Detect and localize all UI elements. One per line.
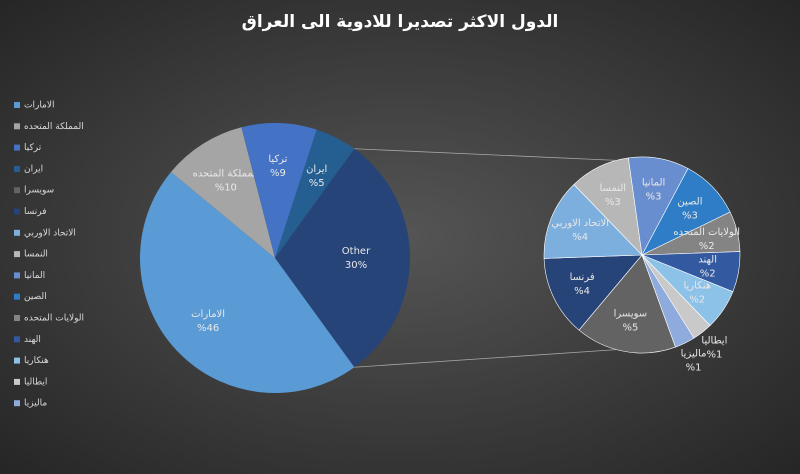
slice-value-label: %5 (309, 178, 325, 189)
legend-swatch (14, 165, 20, 172)
legend-swatch (14, 357, 20, 364)
pie-slice (241, 123, 317, 258)
legend-label: النمسا (24, 250, 48, 260)
legend-label: الاتحاد الاوربي (24, 228, 76, 238)
slice-label: الامارات (191, 309, 225, 320)
slice-value-label: %3 (682, 211, 698, 222)
slice-value-label: %3 (605, 197, 621, 208)
slice-value-label: %4 (572, 232, 588, 243)
legend-label: المملكة المتحده (24, 122, 84, 132)
legend-swatch (14, 293, 20, 300)
slice-value-label: %1 (686, 363, 702, 374)
legend-swatch (14, 400, 20, 407)
slice-label: هنكاريا (683, 280, 711, 291)
legend-swatch (14, 102, 20, 108)
slice-value-label: %4 (574, 286, 590, 297)
slice-value-label: %5 (622, 323, 638, 334)
slice-label: Other (342, 246, 371, 257)
legend-swatch (14, 336, 20, 343)
legend-label: ماليزيا (24, 399, 47, 409)
legend-swatch (14, 272, 20, 279)
legend-label: الولايات المتحده (24, 314, 84, 324)
legend-swatch (14, 378, 20, 385)
pie-slice (139, 171, 355, 394)
pie-slice (275, 148, 410, 368)
slice-value-label: %9 (270, 168, 286, 179)
connector-line (354, 148, 617, 161)
legend-swatch (14, 251, 20, 258)
slice-value-label: %1 (706, 350, 722, 361)
pie-slice (543, 254, 643, 331)
legend-label: هنكاريا (24, 356, 49, 366)
slice-value-label: %2 (699, 241, 715, 252)
legend-label: الصين (24, 292, 47, 302)
legend-swatch (14, 229, 20, 236)
legend-label: ايطاليا (24, 377, 47, 387)
slice-label: النمسا (599, 183, 626, 194)
legend-swatch (14, 208, 20, 215)
slice-label: المملكة المتحده (193, 168, 259, 179)
slice-label: تركيا (268, 154, 287, 165)
legend-label: ايران (24, 164, 43, 174)
slice-label: المانيا (642, 177, 666, 188)
connector-line (354, 349, 617, 368)
slice-label: الصين (677, 197, 702, 208)
slice-value-label: %2 (700, 269, 716, 280)
legend-swatch (14, 144, 20, 151)
slice-label: ايطاليا (701, 336, 727, 347)
pie-slice (641, 254, 695, 348)
legend-swatch (14, 123, 20, 130)
legend-swatch (14, 187, 20, 194)
slice-value-label: %46 (197, 323, 219, 334)
slice-label: سويسرا (614, 309, 648, 320)
legend-label: المانيا (24, 271, 45, 281)
legend-label: فرنسا (24, 207, 47, 217)
chart-title: الدول الاكثر تصديرا للادوية الى العراق (242, 12, 559, 32)
slice-label: ماليزيا (681, 349, 707, 360)
slice-label: الاتحاد الاوربي (551, 218, 609, 229)
slice-value-label: %2 (689, 294, 705, 305)
pie-slice (275, 129, 355, 258)
slice-value-label: 30% (345, 260, 367, 271)
pie-slice (170, 127, 275, 258)
slice-label: الهند (698, 255, 717, 266)
legend-label: تركيا (24, 143, 42, 153)
slice-value-label: %3 (646, 191, 662, 202)
legend-swatch (14, 315, 20, 321)
slice-label: ايران (306, 164, 327, 175)
slice-label: الولايات المتحده (673, 227, 740, 238)
legend-label: سويسرا (24, 186, 54, 196)
slice-label: فرنسا (570, 272, 595, 283)
legend-label: الهند (24, 335, 41, 345)
slice-value-label: %10 (215, 182, 237, 193)
legend-label: الامارات (24, 101, 55, 111)
pie-slice (543, 184, 643, 259)
pie-slice (578, 254, 676, 354)
